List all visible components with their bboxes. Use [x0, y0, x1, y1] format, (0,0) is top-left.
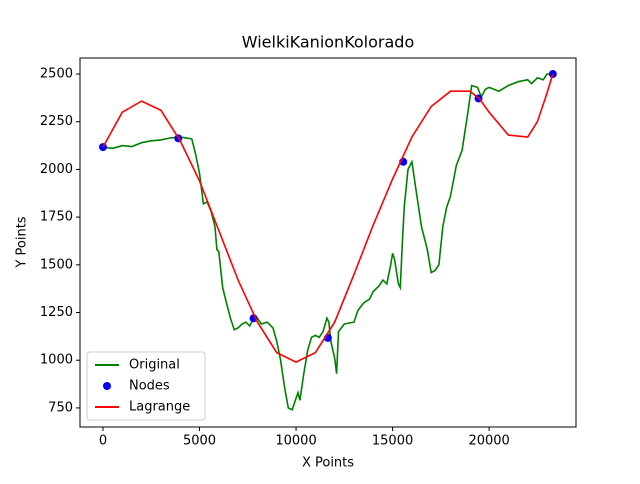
y-tick-label: 1000 [40, 353, 73, 368]
plot-frame [79, 57, 577, 428]
x-axis-label: X Points [302, 456, 354, 471]
y-tick-label: 2250 [40, 114, 73, 129]
chart-title: WielkiKanionKolorado [242, 33, 415, 52]
y-tick-label: 1750 [40, 210, 73, 225]
legend-marker [103, 382, 111, 390]
y-tick-label: 2500 [40, 67, 73, 82]
y-tick-label: 1500 [40, 257, 73, 272]
y-tick-label: 2000 [40, 162, 73, 177]
series-line [102, 73, 553, 411]
series-line [102, 73, 554, 363]
legend-box [86, 351, 206, 421]
x-tick-label: 0 [99, 434, 107, 449]
x-tick-label: 20000 [468, 434, 509, 449]
x-tick-label: 10000 [275, 434, 316, 449]
y-tick-label: 750 [48, 400, 73, 415]
x-tick-label: 15000 [372, 434, 413, 449]
node-point [98, 143, 107, 152]
y-tick-label: 1250 [40, 305, 73, 320]
x-tick-label: 5000 [183, 434, 216, 449]
legend-label: Lagrange [129, 400, 190, 415]
y-axis-label: Y Points [15, 216, 30, 268]
legend-label: Nodes [129, 379, 170, 394]
legend-label: Original [129, 358, 180, 373]
